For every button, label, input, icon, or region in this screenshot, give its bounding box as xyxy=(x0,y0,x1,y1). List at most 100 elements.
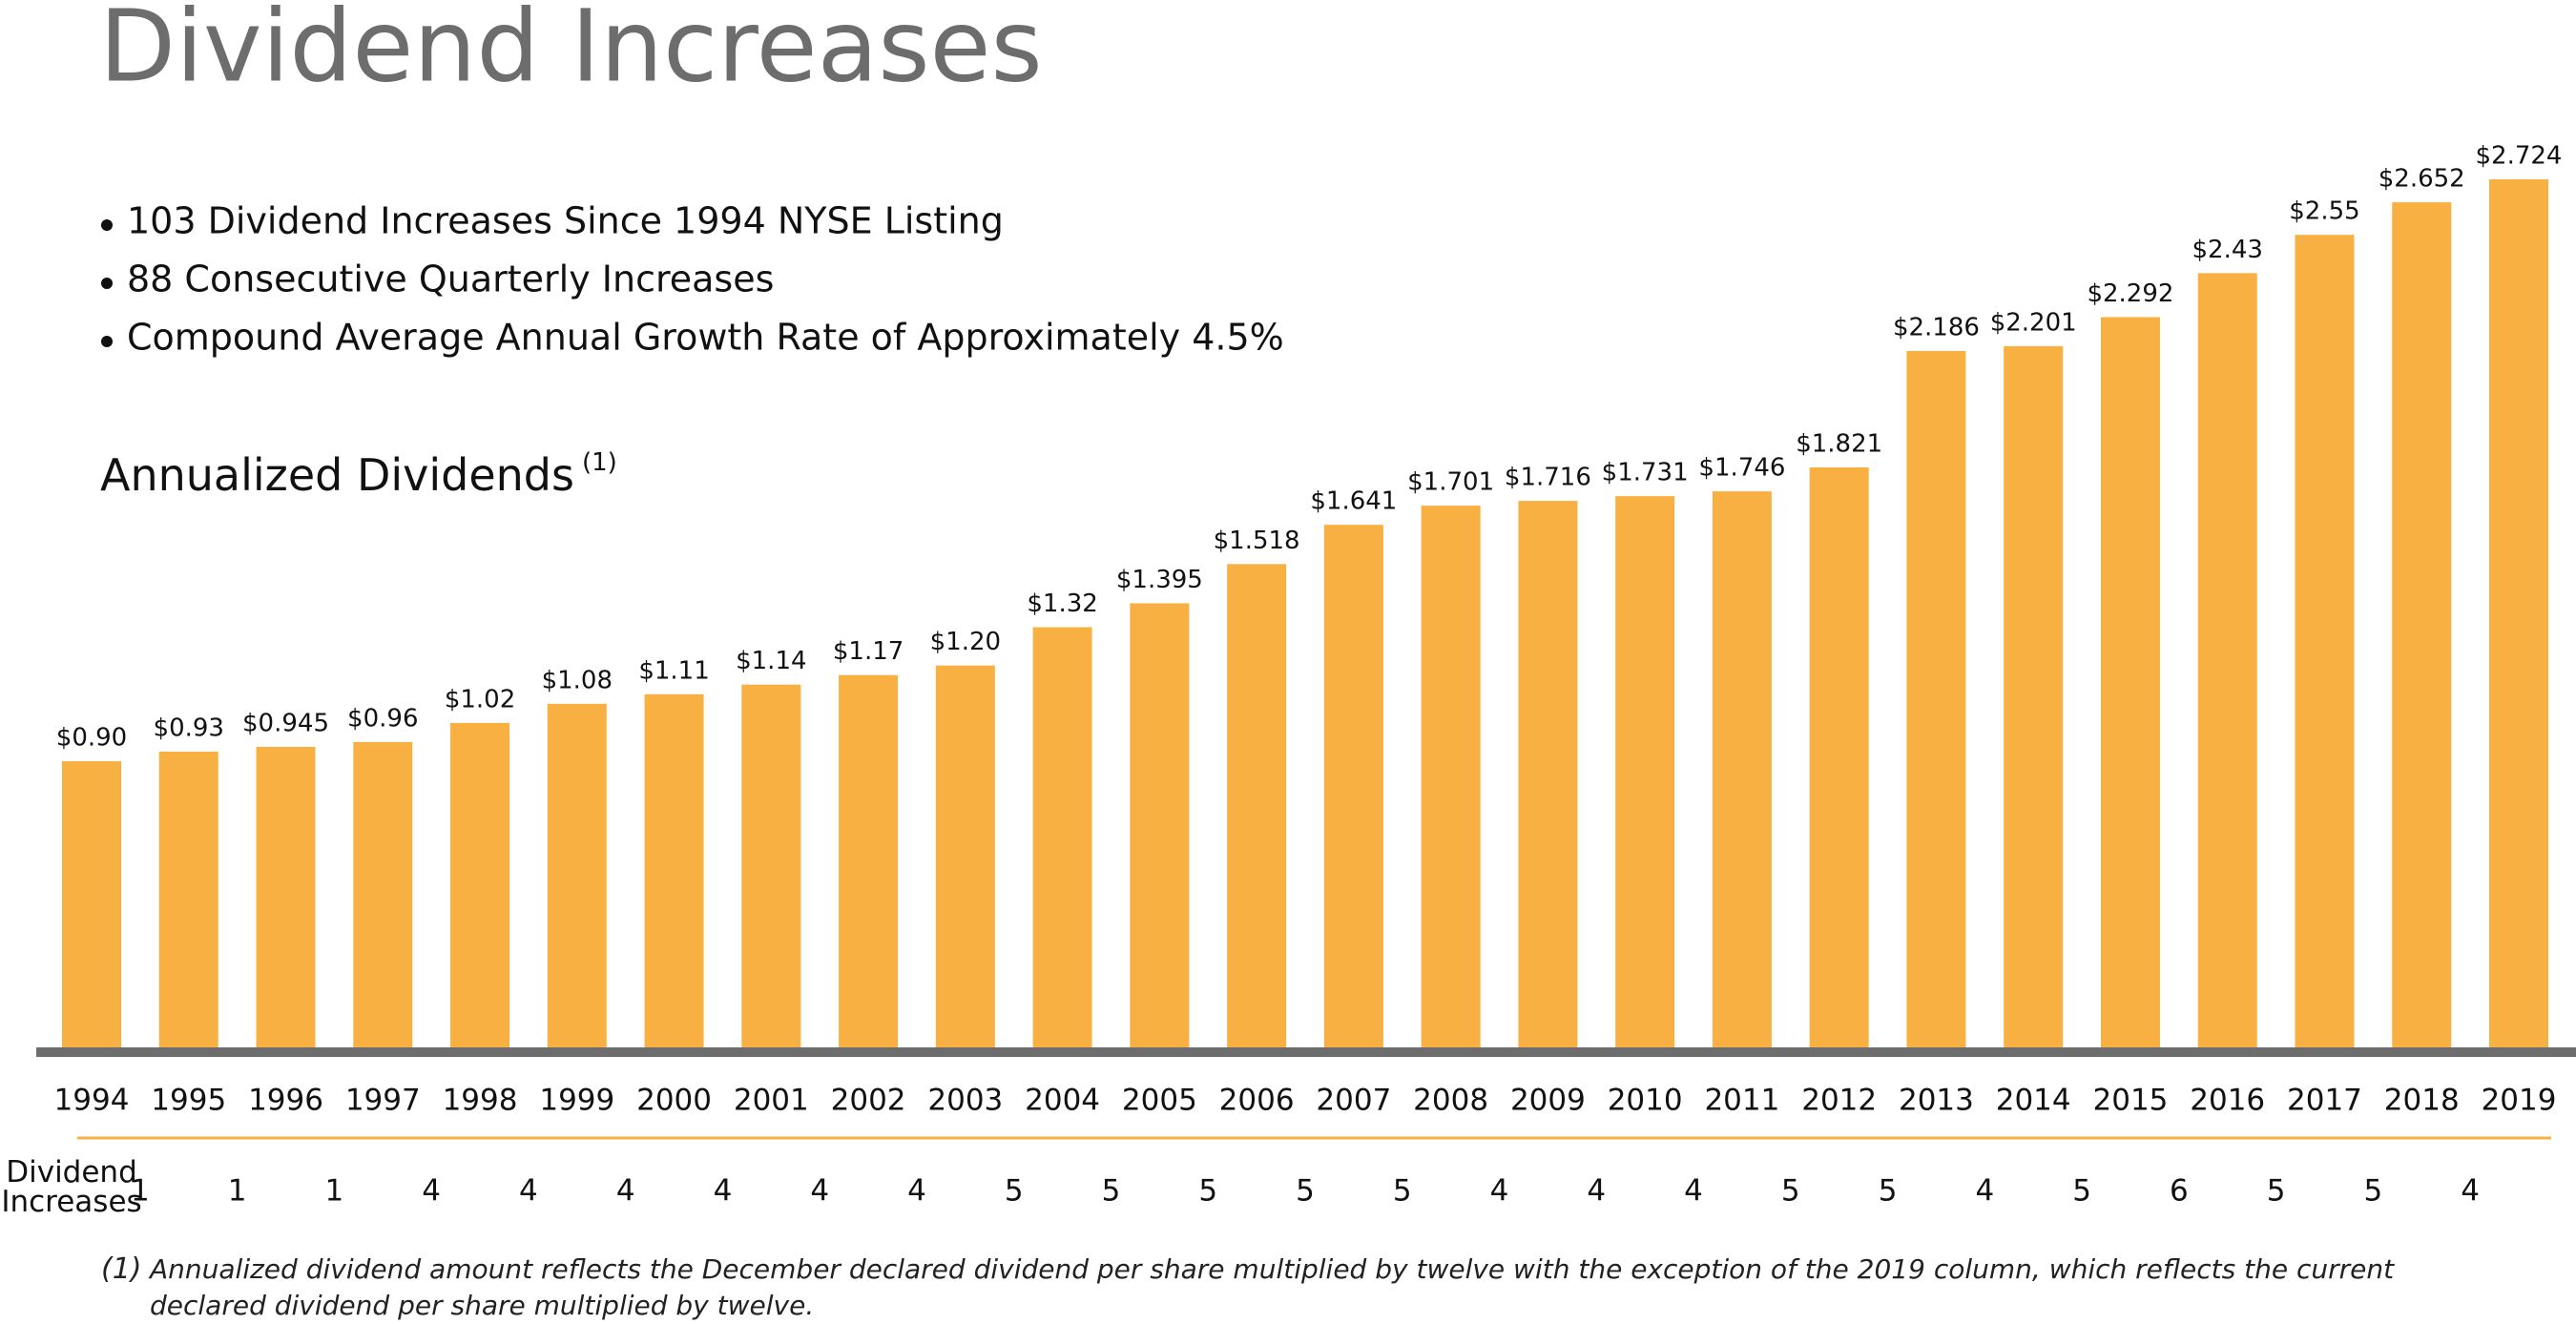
bar xyxy=(1227,564,1287,1048)
increase-count: 5 xyxy=(1005,1174,1024,1209)
bar xyxy=(353,741,413,1048)
value-label: $1.731 xyxy=(1602,459,1689,487)
bar xyxy=(1130,603,1190,1048)
value-label: $1.20 xyxy=(930,628,1001,656)
x-tick-label: 2003 xyxy=(927,1084,1003,1118)
x-tick-label: 2004 xyxy=(1025,1084,1100,1118)
x-tick-label: 2013 xyxy=(1899,1084,1974,1118)
bar xyxy=(256,746,316,1048)
bar xyxy=(935,665,995,1048)
bar xyxy=(2004,345,2064,1049)
bullet: 88 Consecutive Quarterly Increases xyxy=(127,259,774,300)
value-label: $0.93 xyxy=(154,714,224,742)
increase-count: 4 xyxy=(422,1174,441,1209)
x-tick-label: 2001 xyxy=(734,1084,809,1118)
increase-count: 5 xyxy=(1296,1174,1315,1209)
value-label: $1.395 xyxy=(1116,566,1203,594)
value-label: $1.701 xyxy=(1407,468,1494,497)
increase-count: 5 xyxy=(2267,1174,2286,1209)
increase-count: 5 xyxy=(1879,1174,1898,1209)
x-tick-label: 1997 xyxy=(345,1084,421,1118)
value-label: $1.641 xyxy=(1310,487,1397,516)
x-tick-label: 2014 xyxy=(1996,1084,2071,1118)
value-label: $1.11 xyxy=(638,656,709,685)
increase-count: 4 xyxy=(519,1174,538,1209)
row-label: Dividend Increases xyxy=(1,1155,142,1219)
increase-count: 4 xyxy=(810,1174,829,1209)
increase-count: 4 xyxy=(2461,1174,2480,1209)
subtitle: Annualized Dividends (1) xyxy=(100,448,617,501)
bar xyxy=(1421,506,1481,1048)
increase-count: 5 xyxy=(2363,1174,2382,1209)
x-tick-label: 2006 xyxy=(1219,1084,1295,1118)
bar xyxy=(1032,627,1092,1048)
x-tick-label: 2011 xyxy=(1704,1084,1779,1118)
value-label: $1.32 xyxy=(1027,590,1097,618)
subtitle-text: Annualized Dividends xyxy=(100,449,574,501)
bar xyxy=(450,722,510,1048)
x-tick-label: 2012 xyxy=(1801,1084,1877,1118)
bar xyxy=(839,674,899,1048)
bar xyxy=(2100,317,2160,1048)
bullet-dot xyxy=(101,336,113,347)
x-tick-label: 1995 xyxy=(151,1084,226,1118)
title: Dividend Increases xyxy=(99,0,1043,104)
x-tick-label: 1998 xyxy=(443,1084,518,1118)
value-label: $2.652 xyxy=(2379,165,2465,194)
increase-count: 6 xyxy=(2170,1174,2189,1209)
x-tick-label: 1994 xyxy=(54,1084,130,1118)
increase-count: 4 xyxy=(616,1174,635,1209)
increase-count: 1 xyxy=(325,1174,344,1209)
increase-count: 1 xyxy=(131,1174,150,1209)
x-tick-label: 2008 xyxy=(1413,1084,1488,1118)
bar xyxy=(2392,202,2452,1049)
increase-count: 4 xyxy=(714,1174,733,1209)
bullet: 103 Dividend Increases Since 1994 NYSE L… xyxy=(127,200,1004,242)
bar xyxy=(1615,496,1675,1048)
value-label: $1.08 xyxy=(542,666,613,694)
x-tick-label: 2010 xyxy=(1608,1084,1683,1118)
increase-count: 5 xyxy=(1393,1174,1412,1209)
increase-count: 4 xyxy=(907,1174,926,1209)
x-tick-label: 2015 xyxy=(2093,1084,2169,1118)
increase-count: 1 xyxy=(228,1174,247,1209)
bar xyxy=(62,761,121,1048)
value-label: $1.17 xyxy=(833,637,904,666)
bar xyxy=(1323,525,1383,1048)
footnote-marker: (1) xyxy=(101,1252,142,1286)
value-label: $1.14 xyxy=(736,647,806,675)
footnote: Annualized dividend amount reflects the … xyxy=(150,1253,2395,1321)
bar xyxy=(158,751,218,1048)
x-tick-label: 2000 xyxy=(636,1084,712,1118)
value-label: $0.96 xyxy=(347,704,418,733)
bar xyxy=(1809,466,1869,1048)
bar xyxy=(741,684,801,1048)
bullet-dot xyxy=(101,219,113,231)
x-tick-label: 2019 xyxy=(2482,1084,2557,1118)
x-tick-label: 2018 xyxy=(2384,1084,2460,1118)
increase-count: 5 xyxy=(2072,1174,2091,1209)
value-label: $2.43 xyxy=(2192,236,2263,264)
bullet: Compound Average Annual Growth Rate of A… xyxy=(127,317,1284,359)
x-tick-label: 1999 xyxy=(539,1084,614,1118)
increase-count: 4 xyxy=(1587,1174,1606,1209)
increase-count: 4 xyxy=(1684,1174,1703,1209)
x-tick-label: 2017 xyxy=(2287,1084,2362,1118)
value-label: $1.716 xyxy=(1505,464,1591,492)
bullet-dot xyxy=(101,278,113,289)
x-tick-label: 2009 xyxy=(1510,1084,1586,1118)
bar xyxy=(547,703,607,1048)
value-label: $1.821 xyxy=(1796,429,1882,458)
increase-count: 5 xyxy=(1781,1174,1800,1209)
value-label: $2.186 xyxy=(1893,313,1980,341)
bar xyxy=(2489,179,2548,1048)
x-tick-label: 2005 xyxy=(1122,1084,1197,1118)
x-tick-label: 1996 xyxy=(248,1084,323,1118)
value-label: $0.945 xyxy=(242,709,329,737)
value-label: $2.55 xyxy=(2289,197,2359,226)
x-tick-label: 2016 xyxy=(2190,1084,2265,1118)
value-label: $1.746 xyxy=(1698,454,1785,483)
